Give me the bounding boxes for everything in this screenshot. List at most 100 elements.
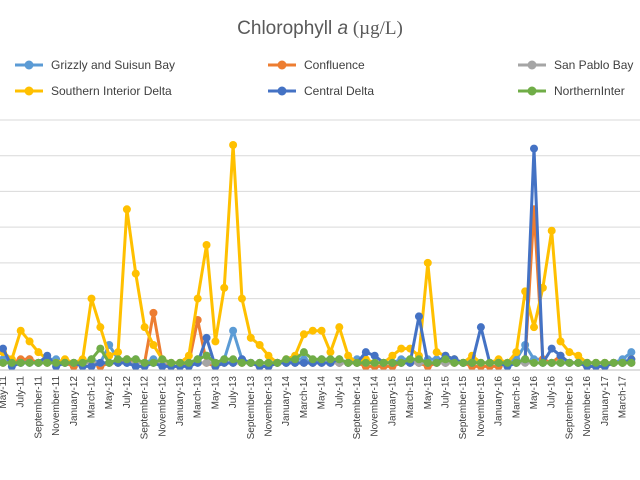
data-point <box>255 358 264 367</box>
series-line <box>1 147 632 368</box>
legend-item: Central Delta <box>268 84 374 98</box>
data-point <box>149 358 158 367</box>
x-tick-label: May-13 <box>210 376 221 410</box>
data-point <box>158 355 167 364</box>
x-tick-label: November-16 <box>582 376 593 437</box>
data-point <box>60 358 69 367</box>
data-point <box>317 326 326 335</box>
data-point <box>7 358 16 367</box>
data-point <box>414 355 423 364</box>
x-tick-label: May-16 <box>529 376 540 410</box>
data-point <box>149 308 158 317</box>
legend-item: NorthernInter <box>518 84 625 98</box>
data-point <box>432 348 441 357</box>
legend-item: San Pablo Bay <box>518 58 633 72</box>
data-point <box>547 226 556 235</box>
data-point <box>591 358 600 367</box>
data-point <box>423 358 432 367</box>
legend-label: Confluence <box>304 58 365 72</box>
x-tick-label: March-12 <box>87 376 98 419</box>
data-point <box>202 333 211 342</box>
x-tick-label: March-14 <box>299 376 310 419</box>
data-point <box>176 358 184 367</box>
data-point <box>167 358 176 367</box>
data-point <box>468 358 477 367</box>
data-point <box>547 344 556 353</box>
data-point <box>370 358 379 367</box>
data-point <box>397 344 406 353</box>
data-point <box>273 358 282 367</box>
x-axis: May-11 July-11 September-11 November-11 Janu… <box>0 369 640 439</box>
legend: Grizzly and Suisun Bay Confluence San Pabl… <box>15 58 633 98</box>
legend-marker <box>527 60 537 70</box>
data-point <box>361 348 370 357</box>
data-point <box>16 326 25 335</box>
data-point <box>503 358 512 367</box>
legend-item: Confluence <box>268 58 365 72</box>
legend-label: NorthernInter <box>554 84 625 98</box>
data-point <box>131 269 140 278</box>
data-point <box>211 358 220 367</box>
data-point <box>299 348 308 357</box>
data-point <box>16 358 25 367</box>
x-tick-label: January-12 <box>69 376 80 426</box>
data-point <box>414 312 423 321</box>
legend-marker <box>24 60 34 70</box>
data-point <box>96 323 105 332</box>
x-tick-label: September-11 <box>33 376 44 439</box>
data-point <box>229 326 238 335</box>
data-point <box>184 351 193 360</box>
data-point <box>193 294 202 303</box>
x-tick-label: July-16 <box>547 376 558 409</box>
data-point <box>476 323 485 332</box>
data-point <box>299 358 308 367</box>
data-point <box>264 358 273 367</box>
data-point <box>556 358 565 367</box>
data-point <box>149 341 158 349</box>
legend-marker <box>24 86 34 96</box>
data-point <box>441 355 450 364</box>
data-point <box>114 348 123 357</box>
data-point <box>140 323 149 332</box>
data-point <box>25 337 34 346</box>
data-point <box>202 241 211 249</box>
plot-area <box>0 141 636 371</box>
data-point <box>237 358 246 367</box>
data-point <box>530 323 538 332</box>
x-tick-label: March-13 <box>193 376 204 419</box>
data-point <box>122 355 131 364</box>
chart-title: Chlorophyll a (µg/L) <box>237 18 403 39</box>
x-tick-label: May-14 <box>317 376 328 410</box>
data-point <box>87 294 96 303</box>
data-point <box>335 355 344 364</box>
data-point <box>43 358 52 367</box>
legend-marker <box>527 86 537 96</box>
data-point <box>485 358 494 367</box>
data-point <box>87 362 96 371</box>
data-point <box>353 358 361 367</box>
data-point <box>131 362 140 371</box>
data-point <box>291 355 300 364</box>
data-point <box>0 358 7 367</box>
data-point <box>423 258 432 267</box>
data-point <box>96 344 105 353</box>
data-point <box>246 358 255 367</box>
data-point <box>494 358 503 367</box>
data-point <box>521 355 530 364</box>
x-tick-label: November-12 <box>157 376 168 437</box>
data-point <box>308 355 317 364</box>
data-point <box>627 348 636 357</box>
data-point <box>397 358 406 367</box>
data-point <box>379 358 388 367</box>
data-point <box>184 358 193 367</box>
data-point <box>105 358 114 367</box>
data-point <box>370 351 379 360</box>
legend-label: Grizzly and Suisun Bay <box>51 58 175 72</box>
x-tick-label: July-14 <box>334 376 345 409</box>
data-point <box>69 358 78 367</box>
data-point <box>122 205 131 214</box>
data-point <box>237 294 246 303</box>
data-point <box>25 358 34 367</box>
data-point <box>317 355 326 364</box>
